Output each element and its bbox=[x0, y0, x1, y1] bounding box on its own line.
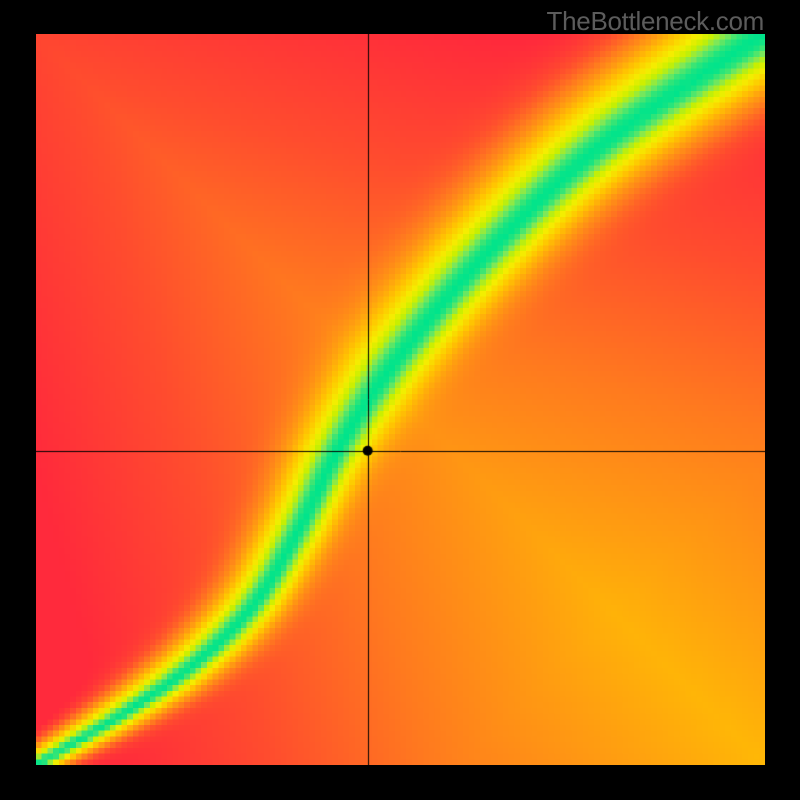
chart-container: TheBottleneck.com bbox=[0, 0, 800, 800]
watermark-text: TheBottleneck.com bbox=[547, 6, 764, 37]
crosshair-overlay bbox=[36, 34, 765, 765]
